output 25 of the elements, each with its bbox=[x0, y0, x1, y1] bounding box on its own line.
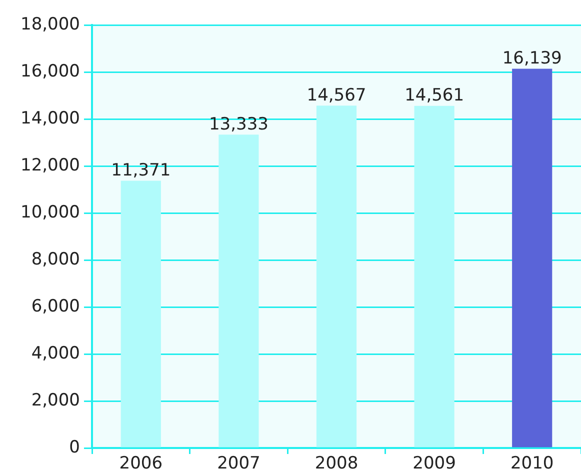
data-label: 11,371 bbox=[111, 160, 171, 181]
y-tick-label: 10,000 bbox=[20, 202, 80, 222]
y-tick-label: 14,000 bbox=[20, 108, 80, 128]
bar bbox=[316, 106, 357, 448]
x-tick-label: 2006 bbox=[119, 454, 163, 473]
y-tick-label: 0 bbox=[69, 437, 80, 458]
y-tick-label: 16,000 bbox=[20, 61, 80, 82]
bar bbox=[120, 180, 161, 448]
x-tick-label: 2008 bbox=[314, 454, 358, 473]
x-tick-label: 2010 bbox=[510, 454, 554, 473]
data-label: 14,561 bbox=[404, 86, 464, 106]
y-tick-label: 12,000 bbox=[20, 155, 80, 176]
data-label: 14,567 bbox=[306, 86, 366, 106]
y-tick-label: 4,000 bbox=[31, 343, 80, 364]
x-tick-label: 2009 bbox=[412, 454, 456, 473]
x-tick-label: 2007 bbox=[217, 454, 260, 473]
y-tick-label: 18,000 bbox=[20, 14, 80, 34]
y-tick-label: 6,000 bbox=[31, 296, 80, 316]
bar bbox=[512, 68, 552, 448]
y-tick-label: 2,000 bbox=[31, 390, 80, 410]
bar bbox=[414, 106, 454, 448]
y-tick-label: 8,000 bbox=[31, 249, 80, 270]
data-label: 16,139 bbox=[502, 48, 562, 69]
data-label: 13,333 bbox=[208, 114, 268, 135]
bar bbox=[218, 134, 259, 448]
